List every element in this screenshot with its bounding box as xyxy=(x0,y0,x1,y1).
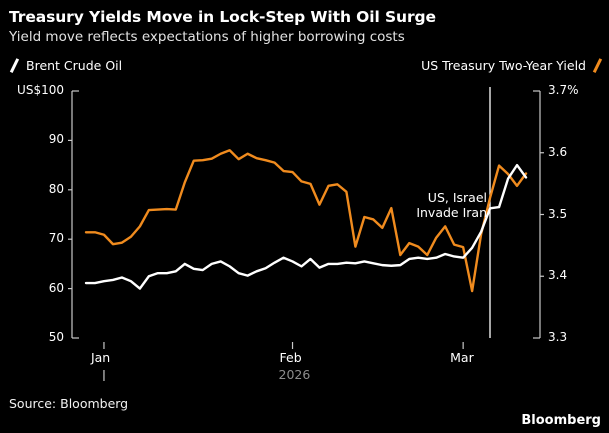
y-axis-left-tick-label: 60 xyxy=(48,280,64,295)
y-axis-left-tick-label: US$100 xyxy=(17,83,64,97)
y-axis-right-tick-label: 3.3 xyxy=(548,330,568,344)
y-axis-left-tick-label: 90 xyxy=(48,132,64,147)
page-subtitle: Yield move reflects expectations of high… xyxy=(9,29,405,45)
legend-label-us-treasury-two-year-yield: US Treasury Two-Year Yield xyxy=(421,58,586,73)
y-axis-right-tick-label: 3.4 xyxy=(548,268,568,283)
source-note: Source: Bloomberg xyxy=(9,396,129,411)
legend-item-us-treasury-two-year-yield: US Treasury Two-Year Yield xyxy=(421,58,603,73)
x-axis-year-label: 2026 xyxy=(278,367,311,382)
y-axis-left-tick-label: 50 xyxy=(48,330,64,344)
event-annotation-line-2: Invade Iran xyxy=(416,205,487,220)
x-axis-tick-label: Feb xyxy=(279,350,302,365)
legend-item-brent-crude-oil: Brent Crude Oil xyxy=(9,58,122,73)
y-axis-right-tick-label: 3.5 xyxy=(548,206,568,221)
event-annotation: US, Israel Invade Iran xyxy=(416,190,487,220)
bloomberg-brandmark: Bloomberg xyxy=(521,413,601,428)
y-axis-left-tick-label: 70 xyxy=(48,231,64,246)
page-title: Treasury Yields Move in Lock-Step With O… xyxy=(9,8,436,26)
x-axis-tick-label: Jan xyxy=(90,350,111,365)
y-axis-left-tick-label: 80 xyxy=(48,181,64,196)
y-axis-right-tick-label: 3.6 xyxy=(548,144,568,159)
y-axis-right-tick-label: 3.7% xyxy=(548,83,579,97)
event-annotation-line-1: US, Israel xyxy=(427,190,487,205)
x-axis-tick-label: Mar xyxy=(450,350,474,365)
legend-label-brent-crude-oil: Brent Crude Oil xyxy=(26,58,123,73)
